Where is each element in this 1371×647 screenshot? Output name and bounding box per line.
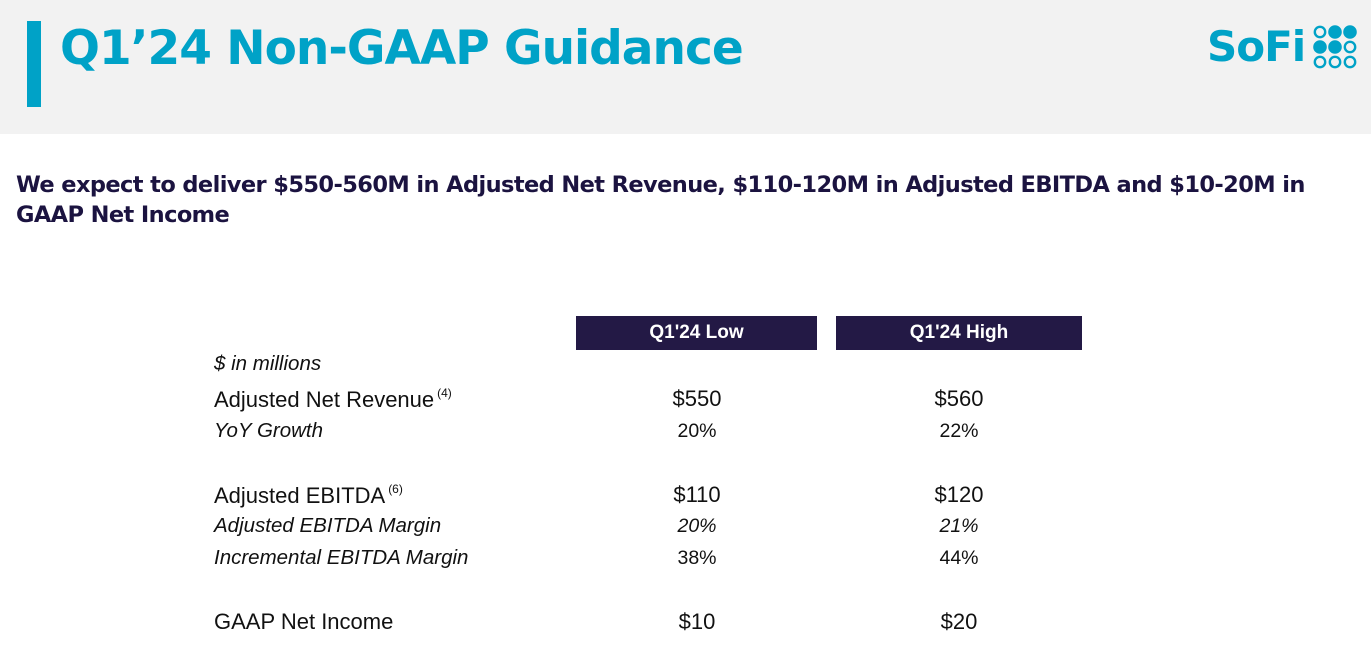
row-label-yoy-growth: YoY Growth (214, 419, 324, 442)
row-label-adjusted-ebitda-margin: Adjusted EBITDA Margin (214, 514, 442, 537)
value-yoy-growth-high: 22% (939, 420, 979, 442)
column-header-high: Q1'24 High (836, 316, 1082, 350)
value-adjusted-ebitda-low: $110 (673, 482, 721, 507)
value-adjusted-ebitda-margin-low: 20% (677, 515, 717, 537)
row-label-text: Adjusted EBITDA (214, 483, 386, 508)
value-adjusted-ebitda-high: $120 (934, 482, 984, 507)
row-label-gaap-net-income: GAAP Net Income (214, 609, 394, 634)
row-label-adjusted-ebitda: Adjusted EBITDA (6) (214, 482, 403, 509)
column-header-low: Q1'24 Low (576, 316, 817, 350)
value-incremental-ebitda-margin-high: 44% (939, 547, 979, 569)
value-adjusted-ebitda-margin-high: 21% (939, 515, 979, 537)
value-yoy-growth-low: 20% (677, 420, 717, 442)
value-gaap-net-income-high: $20 (940, 609, 978, 634)
value-incremental-ebitda-margin-low: 38% (677, 547, 717, 569)
row-label-incremental-ebitda-margin: Incremental EBITDA Margin (214, 546, 469, 569)
value-adjusted-net-revenue-low: $550 (672, 386, 722, 411)
value-gaap-net-income-low: $10 (678, 609, 716, 634)
footnote-marker: (6) (388, 482, 403, 496)
title-accent-bar (27, 21, 41, 107)
header-band (0, 0, 1371, 134)
page-title: Q1’24 Non-GAAP Guidance (60, 21, 744, 76)
value-adjusted-net-revenue-high: $560 (934, 386, 984, 411)
units-label: $ in millions (214, 352, 322, 375)
sofi-logo: SoFi (1207, 22, 1358, 72)
logo-wordmark: SoFi (1207, 22, 1306, 71)
row-label-adjusted-net-revenue: Adjusted Net Revenue (4) (214, 386, 452, 413)
footnote-marker: (4) (437, 386, 452, 400)
row-label-text: Adjusted Net Revenue (214, 387, 435, 412)
dot-grid-icon (1313, 25, 1358, 69)
guidance-summary: We expect to deliver $550-560M in Adjust… (16, 172, 1305, 228)
